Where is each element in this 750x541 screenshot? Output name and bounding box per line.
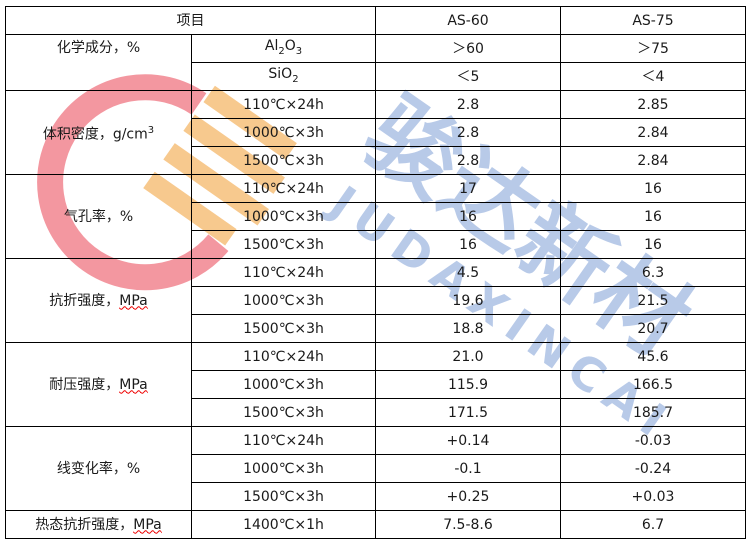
value-as60: 17 xyxy=(375,174,561,203)
header-row: 项目 AS-60 AS-75 xyxy=(5,6,746,35)
value-as75: 166.5 xyxy=(560,370,746,399)
value-as75: 2.84 xyxy=(560,146,746,175)
group-label: 气孔率，% xyxy=(5,174,192,259)
condition: 110℃×24h xyxy=(191,342,376,371)
value-as60: 16 xyxy=(375,202,561,231)
value-as75: 6.7 xyxy=(560,510,746,539)
header-as60: AS-60 xyxy=(375,6,561,35)
table-row: 1000℃×3h 19.6 21.5 xyxy=(6,286,746,315)
table-row: 热态抗折强度，MPa 1400℃×1h 7.5-8.6 6.7 xyxy=(5,510,746,539)
value-as75: +0.03 xyxy=(560,482,746,511)
table-row: 线变化率，% 110℃×24h +0.14 -0.03 xyxy=(5,426,746,511)
value-as60: ＜5 xyxy=(375,62,561,91)
table-row: 1000℃×3h 115.9 166.5 xyxy=(6,370,746,399)
header-as75: AS-75 xyxy=(560,6,746,35)
value-as75: 16 xyxy=(560,230,746,259)
group-label: 线变化率，% xyxy=(5,426,192,511)
condition: 1400℃×1h xyxy=(191,510,376,539)
condition: 1500℃×3h xyxy=(191,482,376,511)
value-as75: 2.84 xyxy=(560,118,746,147)
table-row: 体积密度，g/cm3 110℃×24h 2.8 2.85 xyxy=(5,90,746,175)
condition: 1000℃×3h xyxy=(191,370,376,399)
chem-label: 化学成分，% xyxy=(5,34,192,91)
header-item: 项目 xyxy=(5,6,376,35)
condition: 110℃×24h xyxy=(191,426,376,455)
condition: 1000℃×3h xyxy=(191,202,376,231)
value-as75: ＜4 xyxy=(560,62,746,91)
condition: 1000℃×3h xyxy=(191,118,376,147)
condition: 1500℃×3h xyxy=(191,314,376,343)
chem-name: Al2O3 xyxy=(191,34,376,63)
value-as60: 2.8 xyxy=(375,90,561,119)
value-as75: 45.6 xyxy=(560,342,746,371)
condition: 110℃×24h xyxy=(191,258,376,287)
group-label: 体积密度，g/cm3 xyxy=(5,90,192,175)
group-label: 抗折强度，MPa xyxy=(5,258,192,343)
table-row: 耐压强度，MPa 110℃×24h 21.0 45.6 xyxy=(5,342,746,427)
value-as75: 2.85 xyxy=(560,90,746,119)
value-as75: 16 xyxy=(560,174,746,203)
value-as60: 16 xyxy=(375,230,561,259)
table-row: 抗折强度，MPa 110℃×24h 4.5 6.3 xyxy=(5,258,746,343)
value-as60: +0.25 xyxy=(375,482,561,511)
condition: 110℃×24h xyxy=(191,90,376,119)
table-row: 1500℃×3h 171.5 185.7 xyxy=(6,398,746,427)
condition: 110℃×24h xyxy=(191,174,376,203)
value-as60: 7.5-8.6 xyxy=(375,510,561,539)
condition: 1500℃×3h xyxy=(191,398,376,427)
value-as60: 115.9 xyxy=(375,370,561,399)
value-as60: 21.0 xyxy=(375,342,561,371)
value-as75: 21.5 xyxy=(560,286,746,315)
group-label: 热态抗折强度，MPa xyxy=(5,510,192,539)
value-as60: 2.8 xyxy=(375,118,561,147)
value-as60: 2.8 xyxy=(375,146,561,175)
chem-name: SiO2 xyxy=(191,62,376,91)
table-row: 1500℃×3h +0.25 +0.03 xyxy=(6,482,746,511)
table-row: 1000℃×3h 16 16 xyxy=(6,202,746,231)
value-as75: ＞75 xyxy=(560,34,746,63)
spec-table: 项目 AS-60 AS-75 化学成分，% Al2O3 ＞60 ＞75 SiO2… xyxy=(5,6,746,539)
value-as60: 4.5 xyxy=(375,258,561,287)
value-as75: 6.3 xyxy=(560,258,746,287)
condition: 1500℃×3h xyxy=(191,146,376,175)
value-as75: -0.24 xyxy=(560,454,746,483)
table-row: SiO2 ＜5 ＜4 xyxy=(6,62,746,91)
table-row: 气孔率，% 110℃×24h 17 16 xyxy=(5,174,746,259)
condition: 1000℃×3h xyxy=(191,454,376,483)
table-row: 1500℃×3h 18.8 20.7 xyxy=(6,314,746,343)
group-label: 耐压强度，MPa xyxy=(5,342,192,427)
value-as60: +0.14 xyxy=(375,426,561,455)
value-as75: 185.7 xyxy=(560,398,746,427)
value-as75: -0.03 xyxy=(560,426,746,455)
value-as60: 19.6 xyxy=(375,286,561,315)
value-as75: 20.7 xyxy=(560,314,746,343)
table-row: 化学成分，% Al2O3 ＞60 ＞75 xyxy=(5,34,746,91)
value-as60: 18.8 xyxy=(375,314,561,343)
value-as75: 16 xyxy=(560,202,746,231)
value-as60: -0.1 xyxy=(375,454,561,483)
condition: 1000℃×3h xyxy=(191,286,376,315)
value-as60: ＞60 xyxy=(375,34,561,63)
value-as60: 171.5 xyxy=(375,398,561,427)
condition: 1500℃×3h xyxy=(191,230,376,259)
